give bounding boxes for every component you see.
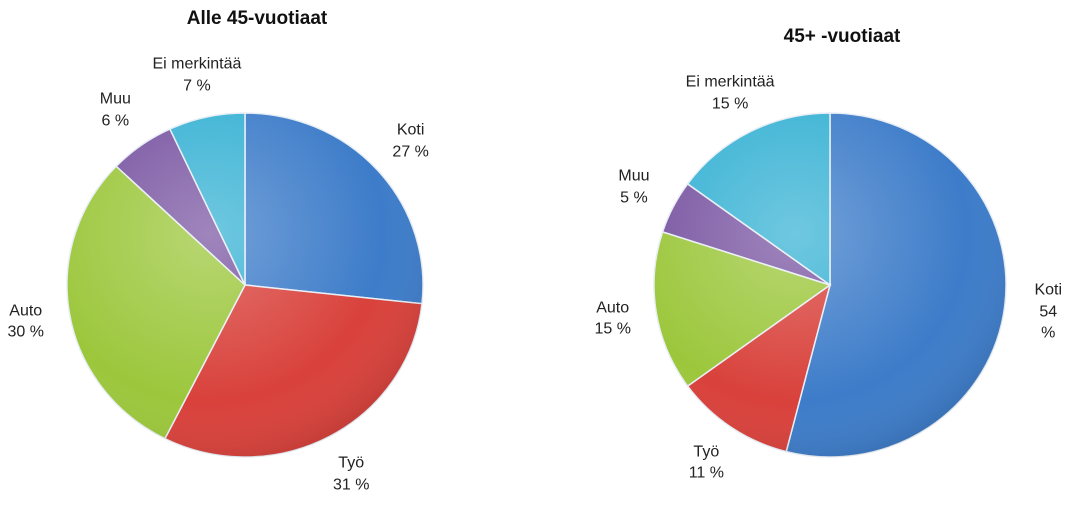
category-label: Muu [618,167,650,185]
slice-label: Auto 30 % [8,300,44,343]
slice-label: Muu 5 % [618,166,649,209]
category-label: Muu [99,90,131,108]
category-label: Koti [396,121,425,139]
chart-title: Alle 45-vuotiaat [186,8,328,29]
value-label: 30 % [7,323,44,341]
value-label: 5 % [620,189,648,207]
value-label: 7 % [183,77,211,95]
slice-label: Muu 6 % [100,89,131,132]
value-label: 6 % [101,112,130,130]
slice-label: Koti 54 % [1034,280,1062,345]
slice-label: Työ 11 % [689,441,724,484]
value-label: 31 % [332,475,370,493]
category-label: Auto [9,302,43,319]
slice-label: Työ 31 % [333,452,369,495]
slice-label: Koti 27 % [392,120,428,163]
category-label: Työ [338,454,365,472]
value-label: 54 % [1039,303,1058,342]
value-label: 15 % [711,95,749,113]
slice-label: Ei merkintää 15 % [686,72,775,115]
value-label: 15 % [594,320,631,338]
category-label: Ei merkintää [685,73,775,91]
category-label: Ei merkintää [152,55,242,73]
value-label: 11 % [688,464,724,482]
slice-label: Ei merkintää 7 % [152,53,241,96]
category-label: Koti [1034,281,1063,299]
category-label: Työ [693,443,720,461]
value-label: 27 % [392,143,429,161]
slice-label: Auto 15 % [594,297,630,340]
category-label: Auto [596,299,630,317]
chart-title: 45+ -vuotiaat [783,26,901,47]
